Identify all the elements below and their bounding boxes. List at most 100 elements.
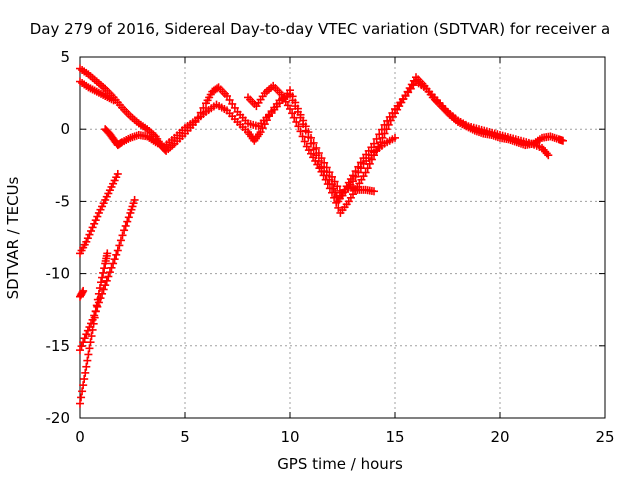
data-point <box>370 151 378 160</box>
data-point <box>76 346 84 355</box>
data-point <box>124 213 133 222</box>
data-point <box>90 313 99 322</box>
data-point <box>93 295 102 304</box>
data-point <box>286 104 294 113</box>
data-point <box>296 110 305 119</box>
data-point <box>370 187 378 196</box>
data-point <box>102 276 111 285</box>
data-point <box>98 273 107 282</box>
data-point <box>351 172 360 181</box>
data-point <box>380 129 389 138</box>
data-point <box>312 143 321 152</box>
data-point <box>356 164 365 173</box>
x-tick-label: 5 <box>180 428 190 446</box>
data-point <box>94 289 103 298</box>
data-point <box>80 375 89 384</box>
data-point <box>76 399 84 408</box>
data-point <box>293 104 302 113</box>
data-point <box>90 219 99 228</box>
data-point <box>213 84 222 93</box>
data-point <box>80 334 89 343</box>
data-point <box>95 284 104 293</box>
data-point <box>382 125 391 134</box>
data-point <box>79 381 88 390</box>
data-point <box>99 268 108 277</box>
x-tick-label: 0 <box>75 428 85 446</box>
data-point <box>79 338 88 347</box>
data-point <box>333 182 342 191</box>
data-point <box>335 186 344 195</box>
y-tick-label: 5 <box>60 48 70 66</box>
data-point <box>296 127 305 136</box>
data-point <box>92 301 101 310</box>
data-point <box>101 281 110 290</box>
data-point <box>325 184 334 193</box>
y-axis-label: SDTVAR / TECUs <box>4 176 22 299</box>
data-point <box>322 163 331 172</box>
data-point <box>85 230 94 239</box>
data-point <box>116 236 125 245</box>
data-point <box>100 264 109 273</box>
data-point <box>78 387 87 396</box>
data-point <box>112 250 121 259</box>
data-point <box>91 216 100 225</box>
data-point <box>298 132 307 141</box>
data-point <box>113 246 122 255</box>
data-point <box>77 393 86 402</box>
data-point <box>87 227 96 236</box>
data-point <box>109 259 118 268</box>
data-point <box>542 149 551 158</box>
plot-frame <box>79 56 606 419</box>
data-point <box>121 221 130 230</box>
data-point <box>323 180 332 189</box>
y-tick-label: -5 <box>55 192 70 210</box>
data-point <box>301 122 310 131</box>
x-tick-label: 20 <box>490 428 509 446</box>
data-point <box>103 249 112 258</box>
data-point <box>110 255 119 264</box>
data-point <box>83 234 92 243</box>
data-point <box>307 133 315 142</box>
data-point <box>118 231 127 240</box>
data-point <box>372 146 381 155</box>
data-point <box>109 96 118 105</box>
data-point <box>314 149 323 158</box>
data-point <box>115 241 124 250</box>
data-point <box>82 237 91 246</box>
x-tick-label: 10 <box>280 428 299 446</box>
data-point <box>120 226 129 235</box>
data-point <box>290 113 299 122</box>
data-point <box>328 188 336 197</box>
data-point <box>292 117 301 126</box>
axes: 0 5 10 15 20 25 -20 -15 -10 -5 0 5 <box>46 48 615 446</box>
data-point <box>365 159 374 168</box>
data-point <box>330 177 339 186</box>
data-point <box>330 193 339 202</box>
data-point <box>367 155 376 164</box>
data-point <box>79 286 88 295</box>
data-point <box>99 285 108 294</box>
data-point <box>88 223 97 232</box>
data-point <box>544 151 553 160</box>
data-point <box>300 137 309 146</box>
data-point <box>559 136 567 145</box>
data-point <box>85 344 94 353</box>
data-point <box>354 168 363 177</box>
data-point <box>97 278 105 287</box>
data-point <box>325 168 334 177</box>
data-point <box>370 139 378 148</box>
data-point <box>105 268 114 277</box>
data-point <box>349 177 357 186</box>
series-layer <box>76 64 567 408</box>
data-point <box>89 319 98 328</box>
data-point <box>104 272 113 281</box>
data-point <box>378 133 387 142</box>
data-point <box>321 175 330 184</box>
y-tick-label: -20 <box>46 409 71 427</box>
data-point <box>309 138 318 147</box>
data-point <box>130 195 139 204</box>
data-point <box>87 332 96 341</box>
data-point <box>320 158 329 167</box>
data-point <box>304 128 313 137</box>
